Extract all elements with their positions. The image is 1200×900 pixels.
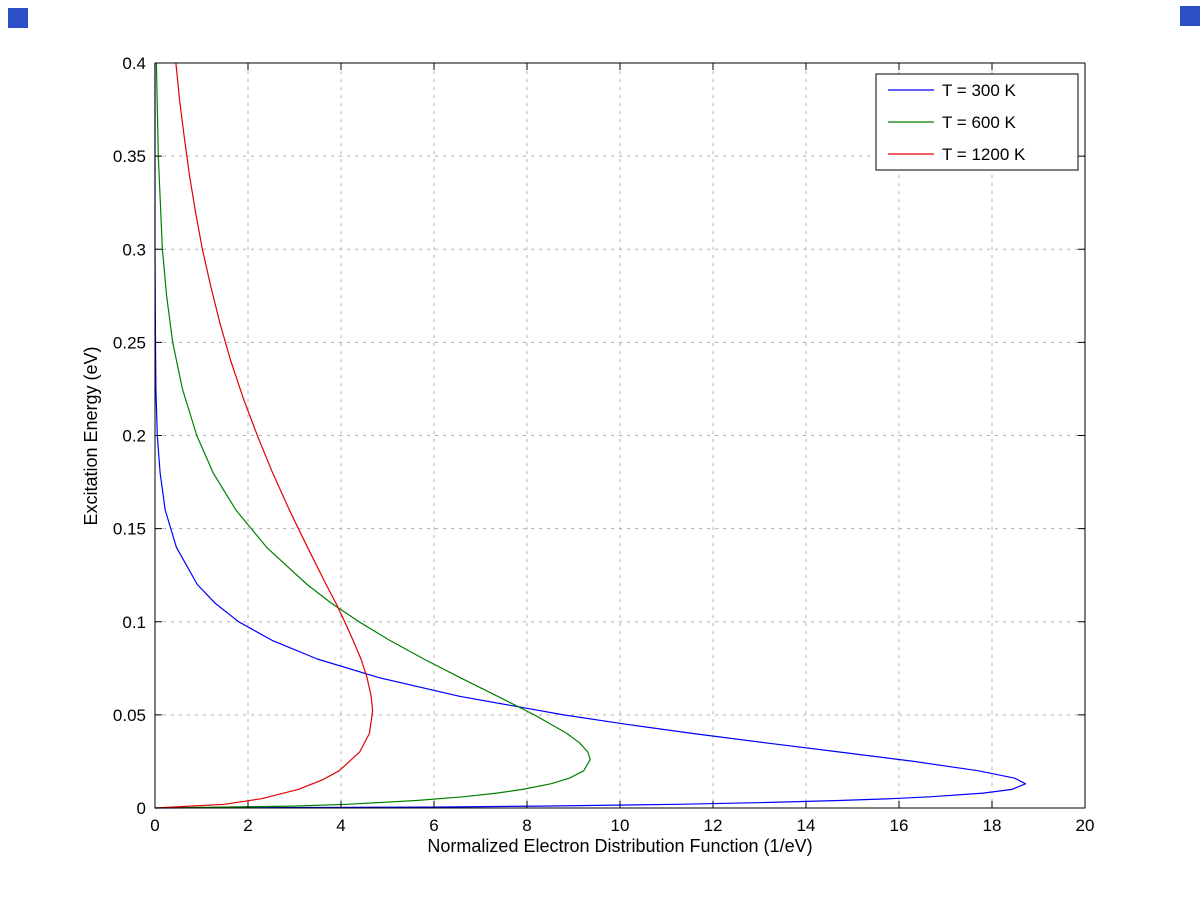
y-tick-label: 0.1 (122, 613, 146, 632)
x-tick-label: 16 (890, 816, 909, 835)
y-tick-label: 0.25 (113, 333, 146, 352)
legend-entry-label-2: T = 600 K (942, 113, 1017, 132)
y-axis-label: Excitation Energy (eV) (81, 346, 101, 525)
y-tick-label: 0.05 (113, 706, 146, 725)
series-layer (154, 62, 1027, 809)
x-tick-label: 10 (611, 816, 630, 835)
x-tick-label: 12 (704, 816, 723, 835)
legend: T = 300 K T = 600 K T = 1200 K (875, 73, 1079, 171)
x-tick-label: 6 (429, 816, 438, 835)
x-tick-label: 20 (1076, 816, 1095, 835)
x-tick-label: 18 (983, 816, 1002, 835)
window-corner-decoration-right (1180, 6, 1200, 26)
y-tick-label: 0.35 (113, 147, 146, 166)
series-path-2 (154, 62, 591, 809)
x-tick-label: 0 (150, 816, 159, 835)
tick-layer (154, 62, 1086, 809)
y-tick-label: 0.3 (122, 240, 146, 259)
tick-label-layer: 0 2 4 6 8 10 12 14 16 18 20 0 0.05 0.1 0.15 0.2 0.25 0.3 0… (113, 54, 1095, 835)
x-axis-label: Normalized Electron Distribution Functio… (427, 836, 812, 856)
y-tick-label: 0.4 (122, 54, 146, 73)
x-tick-label: 2 (243, 816, 252, 835)
x-tick-label: 8 (522, 816, 531, 835)
x-tick-label: 4 (336, 816, 345, 835)
grid-layer (155, 63, 1085, 808)
legend-entry-label-3: T = 1200 K (942, 145, 1026, 164)
y-tick-label: 0 (137, 799, 146, 818)
series-path-3 (154, 62, 374, 809)
window-corner-decoration-left (8, 8, 28, 28)
series-path-1 (154, 63, 1027, 809)
x-tick-label: 14 (797, 816, 816, 835)
legend-entry-label-1: T = 300 K (942, 81, 1017, 100)
y-tick-label: 0.2 (122, 427, 146, 446)
y-tick-label: 0.15 (113, 520, 146, 539)
